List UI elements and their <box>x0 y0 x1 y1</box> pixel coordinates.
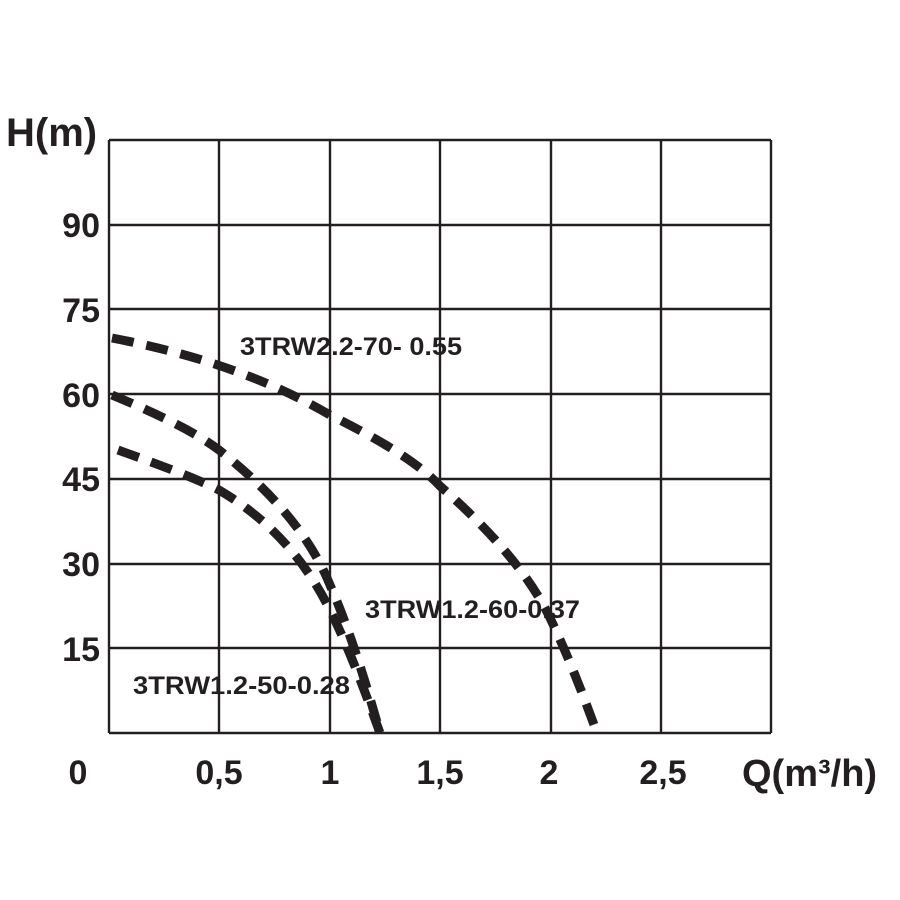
y-tick: 15 <box>62 631 100 669</box>
y-tick: 60 <box>62 377 100 415</box>
y-tick: 45 <box>62 461 100 499</box>
curve-3trw1-2-60 <box>110 390 385 735</box>
grid <box>107 138 773 735</box>
origin-label: 0 <box>69 754 88 792</box>
curve-3trw2-2-70 <box>111 333 602 735</box>
y-tick: 90 <box>62 207 100 245</box>
x-tick: 2 <box>540 754 559 792</box>
curve-label-3trw2-2-70: 3TRW2.2-70- 0.55 <box>240 333 462 361</box>
curve-label-3trw1-2-60: 3TRW1.2-60-0.37 <box>365 596 580 624</box>
x-tick: 1 <box>321 754 340 792</box>
x-tick: 1,5 <box>416 754 463 792</box>
y-tick: 75 <box>62 292 100 330</box>
y-tick: 30 <box>62 546 100 584</box>
curve-label-3trw1-2-50: 3TRW1.2-50-0.28 <box>133 672 350 700</box>
y-axis-title: H(m) <box>6 111 97 155</box>
x-tick: 0,5 <box>195 754 242 792</box>
x-tick: 2,5 <box>639 754 686 792</box>
x-axis-ticks: 0 0,5 1 1,5 2 2,5 <box>69 754 687 792</box>
y-axis-ticks: 90 75 60 45 30 15 <box>62 207 100 669</box>
x-axis-title: Q(m³/h) <box>742 753 877 795</box>
